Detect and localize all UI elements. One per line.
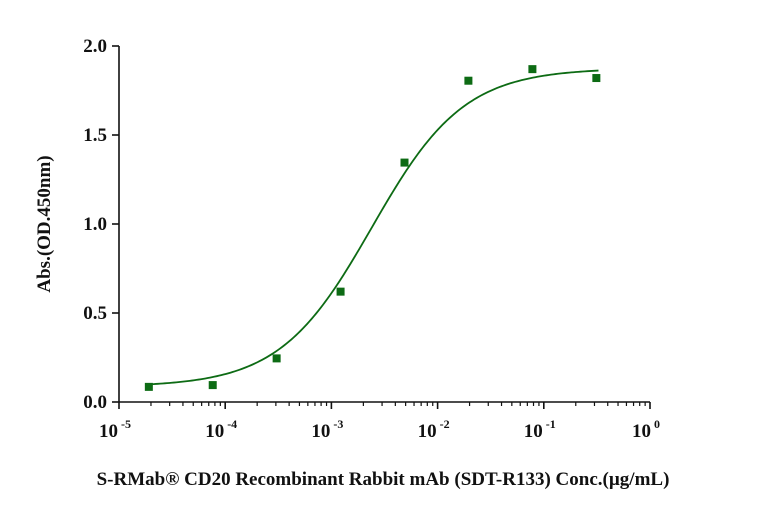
y-tick-label: 0.0 <box>83 392 107 413</box>
y-tick-label: 0.5 <box>83 303 107 324</box>
x-tick-label: 10 0 <box>632 417 660 442</box>
data-point <box>400 158 409 167</box>
y-tick-label: 2.0 <box>83 36 107 57</box>
x-axis-title: S-RMab® CD20 Recombinant Rabbit mAb (SDT… <box>97 469 670 490</box>
y-tick-label: 1.0 <box>83 214 107 235</box>
axes <box>118 46 650 403</box>
data-point <box>336 287 345 296</box>
data-point <box>592 74 601 83</box>
data-points <box>144 65 601 391</box>
x-tick-label: 10 -5 <box>99 417 131 442</box>
data-point <box>464 76 473 85</box>
x-tick-label: 10 -4 <box>205 417 237 442</box>
x-ticks: 10 -5 10 -4 10 -3 10 -2 10 -1 10 0 <box>99 402 660 442</box>
y-ticks: 0.0 0.5 1.0 1.5 2.0 <box>83 36 119 413</box>
x-tick-label: 10 -3 <box>311 417 343 442</box>
y-tick-label: 1.5 <box>83 125 107 146</box>
y-axis-title: Abs.(OD.450nm) <box>34 155 55 292</box>
data-point <box>144 382 153 391</box>
data-point <box>272 354 281 363</box>
data-point <box>208 381 217 390</box>
fit-curve <box>146 69 599 386</box>
x-tick-label: 10 -2 <box>418 417 450 442</box>
data-point <box>528 65 537 74</box>
x-tick-label: 10 -1 <box>524 417 556 442</box>
